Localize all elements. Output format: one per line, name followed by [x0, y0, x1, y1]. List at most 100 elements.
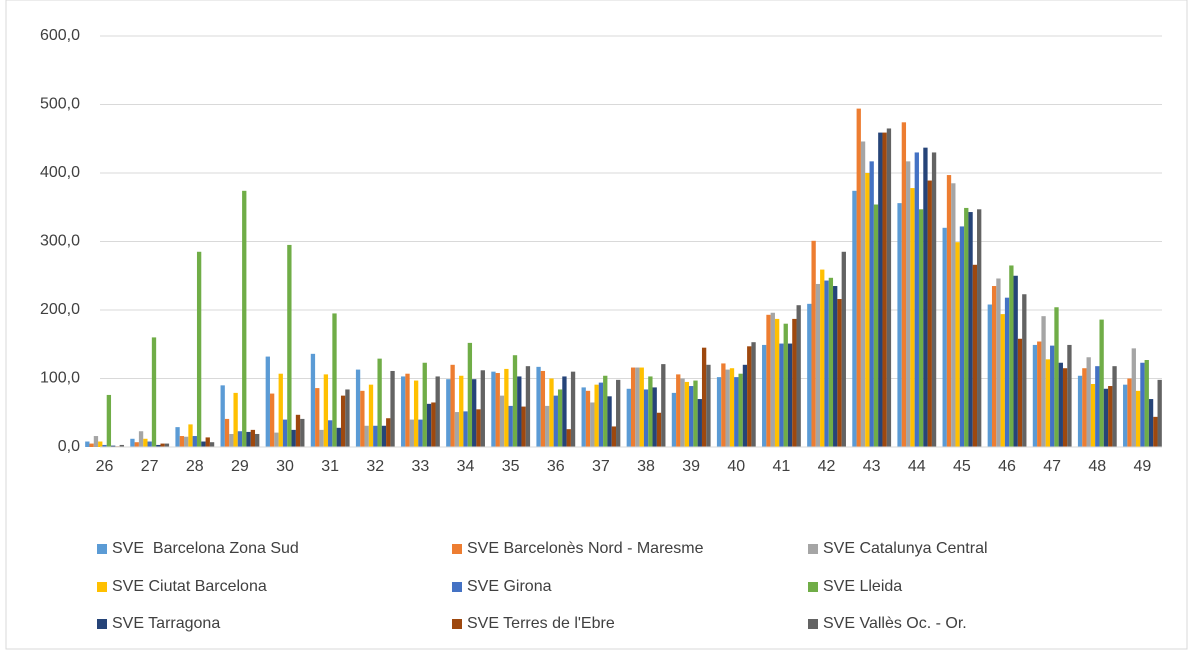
bar	[545, 405, 550, 447]
bar	[549, 378, 554, 447]
bar	[1058, 362, 1063, 447]
bar	[459, 375, 464, 447]
legend-label: SVE Barcelonès Nord - Maresme	[467, 540, 704, 557]
legend-label: SVE Tarragona	[112, 615, 220, 632]
bar	[102, 444, 107, 447]
x-tick-label: 26	[96, 458, 114, 475]
bar	[1050, 345, 1055, 447]
x-tick-label: 36	[547, 458, 565, 475]
legend-label: SVE Ciutat Barcelona	[112, 578, 267, 595]
bar	[1045, 359, 1051, 447]
x-tick-label: 44	[908, 458, 926, 475]
bar	[499, 395, 505, 447]
bar	[942, 227, 947, 447]
bar	[160, 443, 165, 447]
bar	[598, 382, 604, 447]
bar	[680, 378, 685, 447]
bar	[1112, 366, 1117, 447]
bar	[648, 376, 653, 447]
bar	[906, 161, 911, 448]
bar	[987, 304, 992, 447]
bar	[557, 389, 563, 447]
bar	[265, 356, 270, 447]
y-tick-label: 600,0	[40, 27, 80, 44]
bar	[594, 384, 599, 447]
bar	[480, 370, 485, 447]
bar	[738, 373, 743, 447]
legend-swatch	[97, 619, 107, 629]
bar	[873, 204, 879, 447]
x-tick-label: 29	[231, 458, 249, 475]
bar	[209, 442, 215, 447]
bar	[581, 387, 586, 447]
bar	[841, 251, 846, 447]
bar	[856, 108, 861, 448]
bar	[878, 132, 883, 447]
bar	[901, 122, 907, 447]
bar	[972, 264, 978, 447]
legend-label: SVE Terres de l'Ebre	[467, 615, 615, 632]
bar	[886, 128, 892, 447]
bar	[373, 425, 378, 447]
bar	[246, 431, 251, 447]
bar	[1103, 388, 1109, 447]
bar	[319, 429, 324, 447]
bar	[250, 429, 256, 447]
x-tick-label: 40	[727, 458, 745, 475]
bar	[693, 380, 698, 447]
bar	[405, 373, 410, 447]
legend-swatch	[452, 544, 462, 554]
bar	[897, 203, 902, 447]
bar	[98, 441, 103, 447]
bar	[762, 344, 767, 447]
legend-label: SVE Vallès Oc. - Or.	[823, 615, 967, 632]
bar	[1009, 265, 1014, 447]
bar	[1144, 360, 1149, 447]
bar	[89, 443, 94, 447]
bar	[585, 390, 591, 447]
bar	[815, 283, 821, 447]
bar	[188, 424, 193, 447]
bar	[310, 353, 316, 447]
bar	[386, 418, 391, 447]
bar	[721, 363, 726, 447]
bar	[426, 403, 432, 447]
bar	[635, 367, 640, 447]
bar	[652, 387, 657, 447]
bar	[340, 395, 346, 447]
bar	[566, 429, 571, 447]
bar	[1090, 383, 1096, 447]
bar	[787, 343, 793, 447]
bar	[1135, 390, 1141, 447]
x-tick-label: 42	[818, 458, 836, 475]
bar	[734, 377, 739, 447]
bar	[946, 175, 952, 447]
bar	[409, 419, 414, 447]
y-tick-label: 0,0	[58, 438, 80, 455]
bar	[671, 392, 677, 447]
bar	[1032, 344, 1038, 447]
bar	[725, 369, 730, 447]
bar	[1140, 362, 1145, 447]
bar	[955, 242, 960, 447]
bar	[1067, 344, 1072, 447]
bar	[360, 390, 365, 447]
bar	[1153, 416, 1158, 447]
bar	[463, 411, 468, 447]
bar	[192, 436, 197, 447]
bar	[774, 318, 780, 447]
bar	[274, 432, 279, 447]
bar	[287, 244, 292, 447]
legend-label: SVE Lleida	[823, 578, 902, 595]
bar	[1095, 366, 1100, 447]
bar	[130, 438, 135, 447]
chart-frame	[5, 0, 1188, 650]
legend-label: SVE Catalunya Central	[823, 540, 988, 557]
y-tick-label: 500,0	[40, 96, 80, 113]
legend-swatch	[452, 619, 462, 629]
bar	[540, 370, 546, 447]
x-tick-label: 31	[321, 458, 339, 475]
bar	[697, 399, 702, 447]
bar	[562, 376, 567, 447]
